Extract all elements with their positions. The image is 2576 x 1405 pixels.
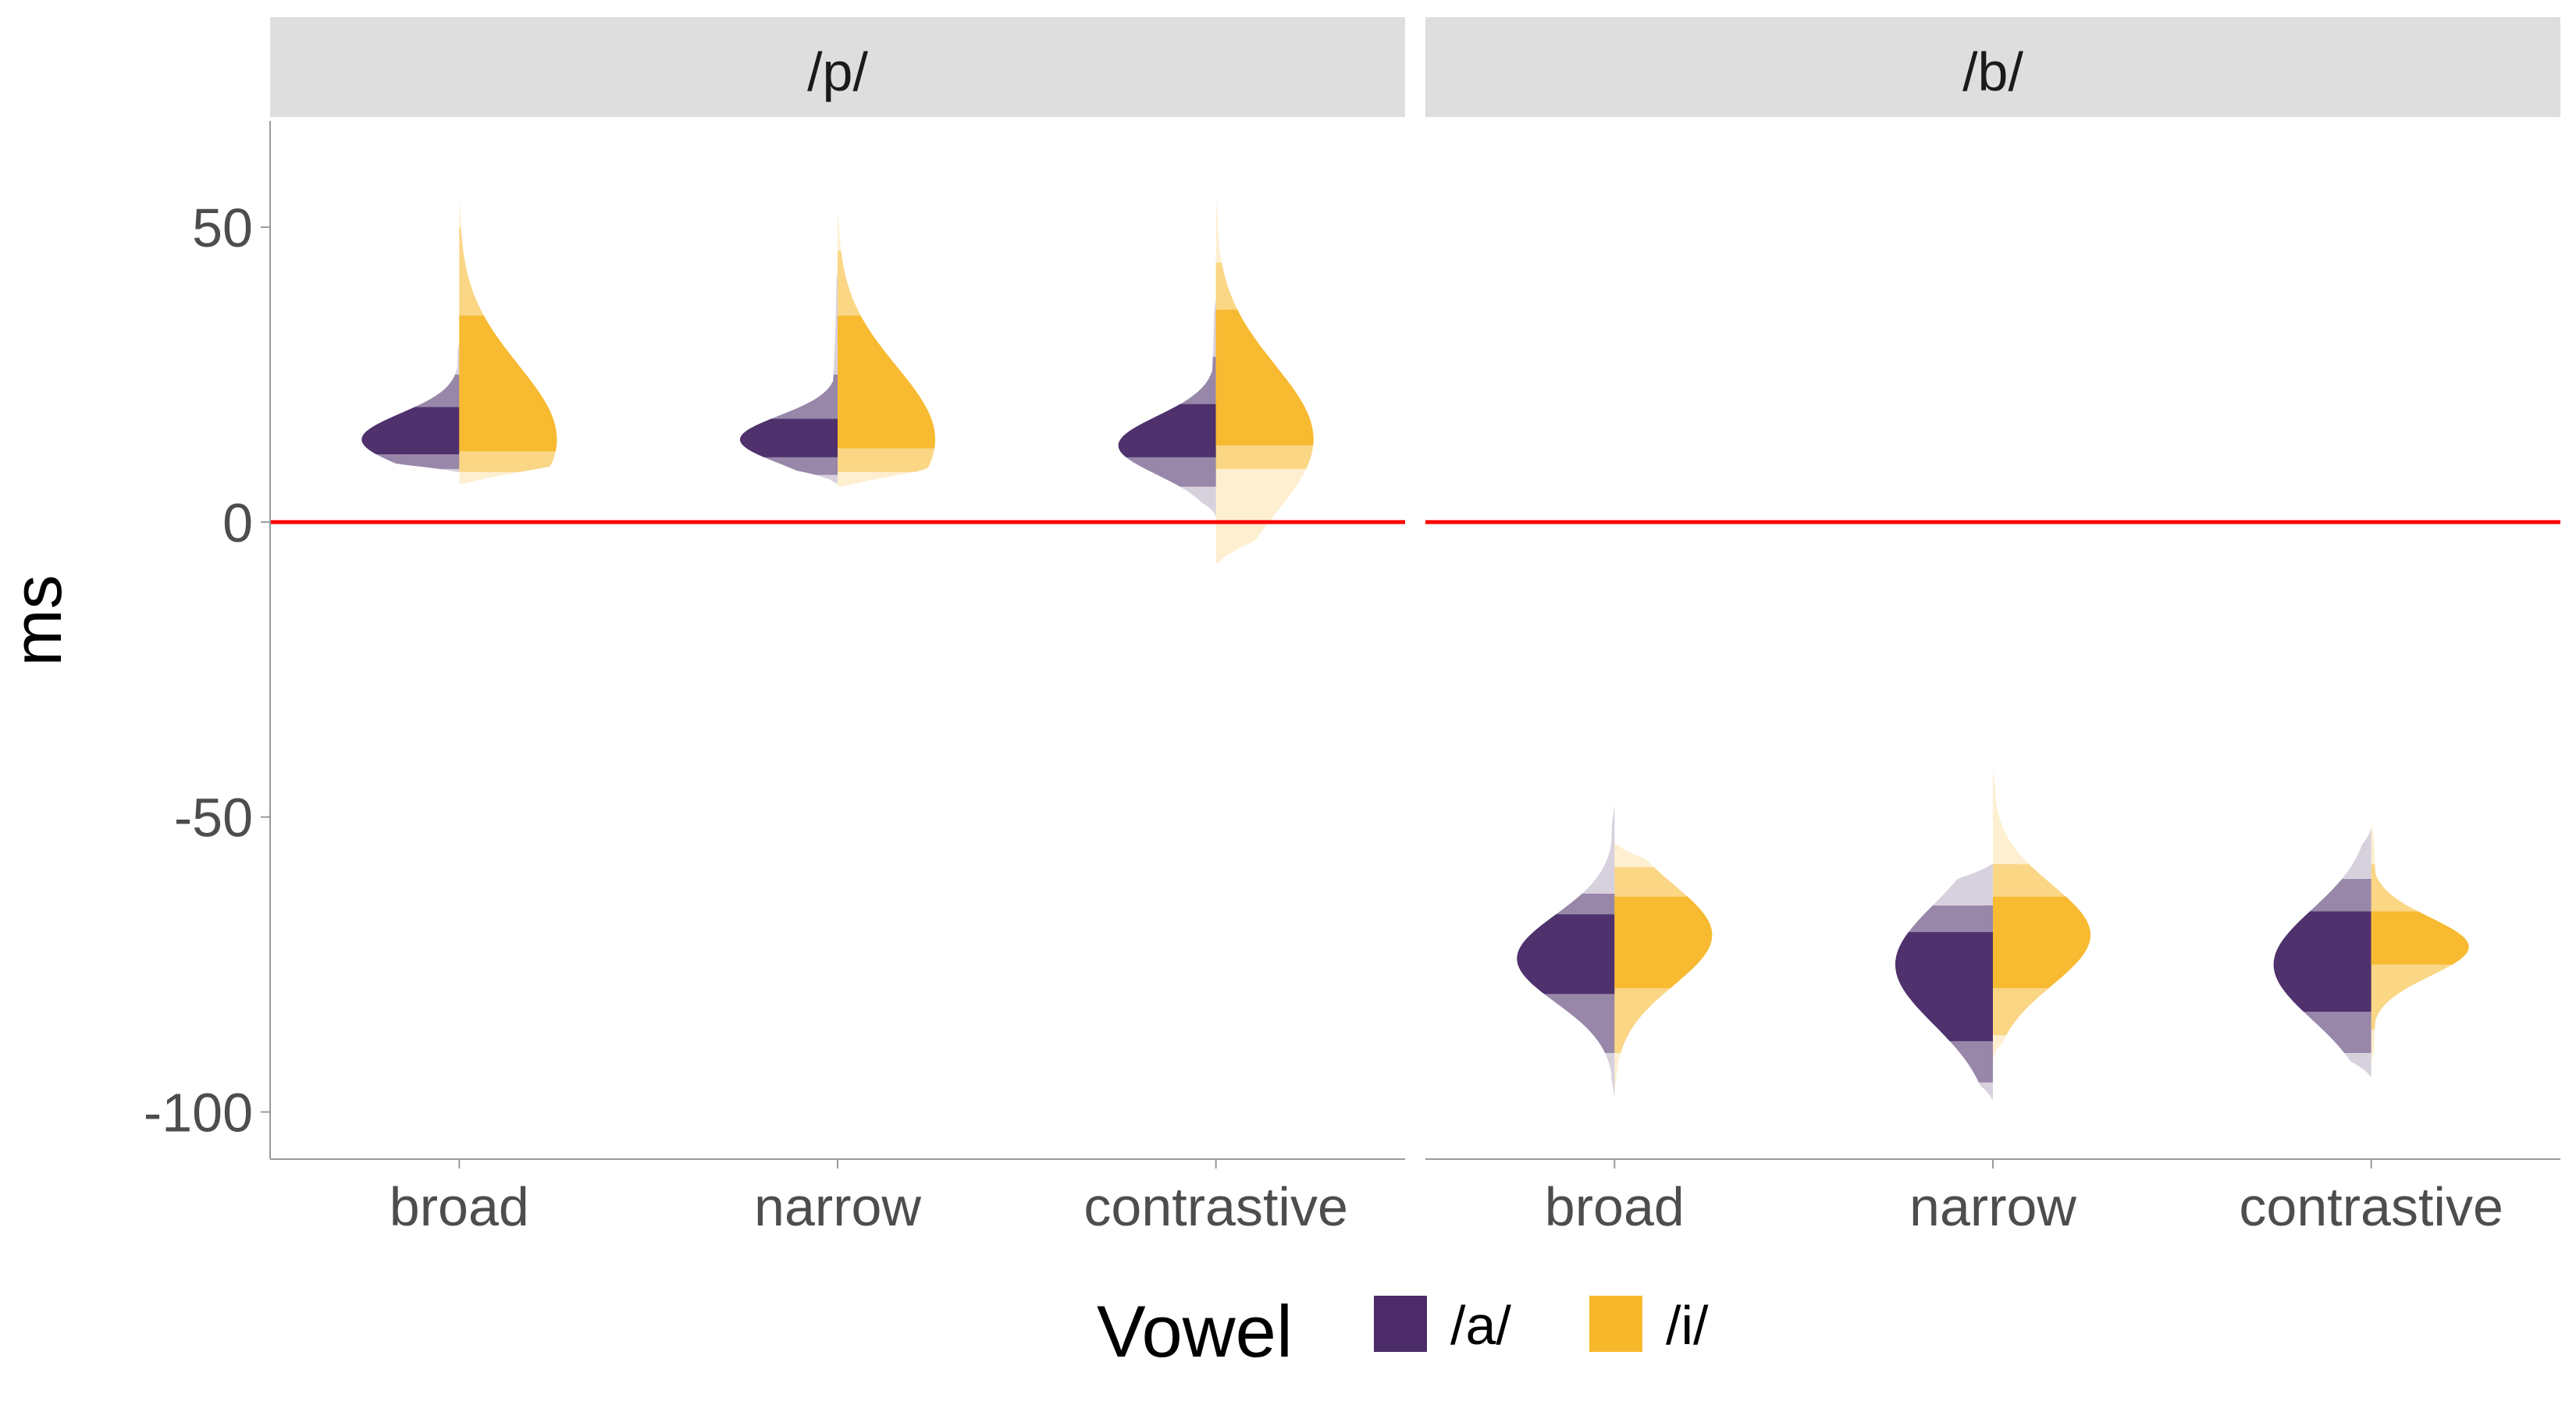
violin-a <box>1895 864 1993 1101</box>
violin-iqr-band <box>1118 404 1216 457</box>
y-axis-title: ms <box>0 574 76 666</box>
violin-iqr-band <box>2273 911 2371 1012</box>
violin-i <box>459 197 557 484</box>
violin-iqr-band <box>2371 911 2469 965</box>
y-tick-label: 50 <box>192 197 253 258</box>
x-tick-label: contrastive <box>1083 1176 1347 1237</box>
x-tick-label: narrow <box>754 1176 921 1237</box>
facet-strip <box>1425 17 2560 117</box>
violin-iqr-band <box>740 418 838 457</box>
legend-label: /a/ <box>1450 1295 1511 1356</box>
x-tick-label: broad <box>1545 1176 1685 1237</box>
violin-iqr-band <box>361 407 460 454</box>
facet-strip <box>270 17 1405 117</box>
legend: Vowel /a/ /i/ <box>1097 1290 1709 1372</box>
violin-a <box>1118 297 1216 517</box>
x-tick-label: narrow <box>1909 1176 2076 1237</box>
y-tick-label: -100 <box>144 1083 253 1144</box>
violin-iqr-band <box>1614 896 1713 988</box>
y-tick-label: 0 <box>222 493 253 553</box>
violin-iqr-band <box>1895 932 1993 1041</box>
x-tick-label: broad <box>390 1176 529 1237</box>
violin-iqr-band <box>838 315 935 449</box>
violin-i <box>1614 843 1713 1092</box>
legend-label: /i/ <box>1666 1295 1709 1356</box>
violin-i <box>838 209 935 487</box>
violin-i <box>1215 197 1314 564</box>
panel <box>1425 520 2560 1101</box>
violin-range-band <box>1118 297 1216 517</box>
y-tick-label: -50 <box>174 788 253 848</box>
facet-label: /p/ <box>807 41 868 102</box>
violin-a <box>740 268 838 484</box>
violin-iqr-band <box>1517 914 1615 994</box>
panel <box>270 197 1405 564</box>
legend-swatch <box>1589 1296 1642 1352</box>
violin-i <box>2371 823 2469 1065</box>
x-tick-label: contrastive <box>2239 1176 2503 1237</box>
legend-title: Vowel <box>1097 1290 1293 1372</box>
violin-i <box>1993 770 2090 1059</box>
violin-iqr-band <box>1215 309 1314 446</box>
violin-a <box>361 342 460 472</box>
facet-label: /b/ <box>1962 41 2023 102</box>
legend-swatch <box>1374 1296 1427 1352</box>
violin-iqr-band <box>1993 896 2090 988</box>
violin-a <box>2273 828 2371 1077</box>
violin-iqr-band <box>459 315 557 452</box>
violin-a <box>1517 805 1615 1097</box>
